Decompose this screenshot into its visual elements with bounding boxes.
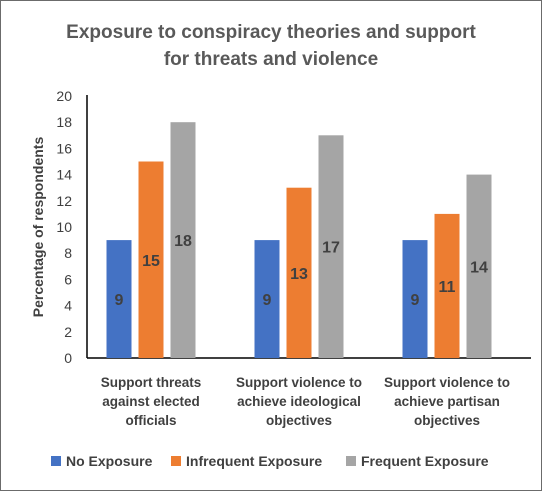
- y-tick-label: 6: [64, 271, 72, 287]
- legend: No Exposure Infrequent Exposure Frequent E…: [51, 453, 489, 469]
- data-label: 14: [470, 259, 488, 276]
- legend-item: No Exposure: [51, 453, 153, 469]
- bars: [106, 122, 492, 358]
- y-tick-label: 18: [56, 114, 72, 130]
- category-label: Support violence to: [384, 375, 510, 390]
- legend-label: Frequent Exposure: [361, 453, 489, 469]
- legend-item: Frequent Exposure: [346, 453, 489, 469]
- y-tick-label: 4: [64, 298, 72, 314]
- data-label: 18: [174, 233, 192, 250]
- category-label: achieve partisan: [394, 394, 500, 409]
- y-tick-label: 12: [56, 193, 72, 209]
- y-tick-label: 10: [56, 219, 72, 235]
- data-label: 15: [142, 253, 160, 270]
- y-tick-label: 8: [64, 245, 72, 261]
- legend-label: Infrequent Exposure: [186, 453, 322, 469]
- y-tick-label: 14: [56, 167, 72, 183]
- data-labels: 9 15 18 9 13 17 9 11 14: [115, 233, 488, 309]
- category-label: achieve ideological: [237, 394, 361, 409]
- legend-swatch: [51, 456, 61, 466]
- bar: [106, 240, 132, 358]
- data-label: 9: [411, 292, 420, 309]
- y-tick-label: 0: [64, 350, 72, 366]
- bar: [254, 240, 280, 358]
- chart-title-line: for threats and violence: [164, 49, 378, 70]
- category-label: objectives: [414, 413, 480, 428]
- data-label: 9: [263, 292, 272, 309]
- bar: [286, 187, 312, 358]
- data-label: 9: [115, 292, 124, 309]
- bar: [170, 122, 196, 358]
- chart-title: Exposure to conspiracy theories and supp…: [66, 22, 476, 70]
- category-label: officials: [125, 413, 176, 428]
- y-tick-label: 2: [64, 324, 72, 340]
- y-axis-title: Percentage of respondents: [30, 137, 46, 318]
- category-label: Support threats: [101, 375, 202, 390]
- data-label: 13: [290, 266, 308, 283]
- legend-swatch: [346, 456, 356, 466]
- legend-label: No Exposure: [66, 453, 153, 469]
- chart-title-line: Exposure to conspiracy theories and supp…: [66, 22, 476, 43]
- y-tick-label: 16: [56, 140, 72, 156]
- y-tick-label: 20: [56, 88, 72, 104]
- data-label: 11: [439, 279, 456, 296]
- bar: [138, 161, 164, 358]
- category-label: Support violence to: [236, 375, 362, 390]
- category-label: against elected: [102, 394, 200, 409]
- data-label: 17: [322, 240, 340, 257]
- legend-item: Infrequent Exposure: [171, 453, 322, 469]
- legend-swatch: [171, 456, 181, 466]
- bar: [318, 135, 344, 358]
- bar: [402, 240, 428, 358]
- bar: [466, 174, 492, 358]
- bar: [434, 213, 460, 358]
- y-axis-label: Percentage of respondents: [30, 137, 46, 318]
- category-label: objectives: [266, 413, 332, 428]
- y-axis-ticks: 0 2 4 6 8 10 12 14 16 18 20: [56, 88, 72, 366]
- category-labels: Support threats against elected officials S…: [101, 375, 510, 428]
